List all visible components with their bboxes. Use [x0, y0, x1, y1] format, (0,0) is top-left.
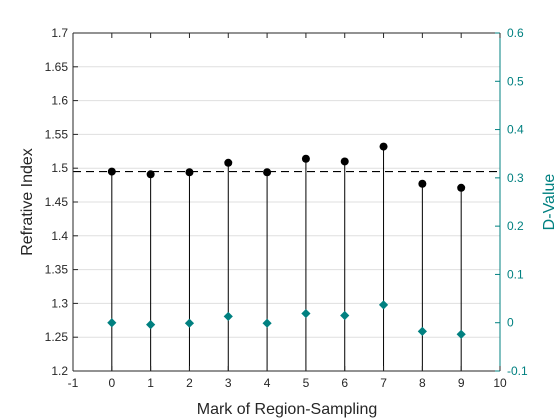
right-tick-label: 0.5	[507, 74, 524, 88]
right-tick-label: 0.1	[507, 267, 524, 281]
stems	[111, 146, 462, 371]
x-tick-label: -1	[68, 376, 79, 390]
left-tick-label: 1.65	[45, 60, 69, 74]
y-axis-right-label: D-Value	[541, 174, 558, 231]
left-axis-ticks: 1.2 1.25 1.3 1.35 1.4 1.45 1.5 1.55 1.6 1.65 1.7	[45, 26, 78, 378]
left-tick-label: 1.35	[45, 263, 69, 277]
refractive-index-point	[146, 170, 155, 179]
left-tick-label: 1.5	[51, 161, 68, 175]
refractive-index-point	[185, 168, 194, 177]
right-tick-label: 0.4	[507, 123, 524, 137]
refractive-index-point	[263, 168, 272, 177]
x-tick-label: 3	[225, 376, 232, 390]
x-tick-label: 9	[458, 376, 465, 390]
d-value-point	[456, 329, 466, 339]
x-tick-label: 7	[380, 376, 387, 390]
d-value-point	[262, 318, 272, 328]
x-tick-label: 8	[419, 376, 426, 390]
x-axis-ticks: -1 0 1 2 3 4 5 6 7 8 9 10	[68, 33, 507, 390]
right-axis-ticks: -0.1 0 0.1 0.2 0.3 0.4 0.5 0.6	[495, 26, 528, 378]
refractive-index-point	[107, 167, 116, 176]
x-tick-label: 10	[493, 376, 507, 390]
x-tick-label: 2	[186, 376, 193, 390]
d-value-point	[146, 320, 156, 330]
d-value-point	[301, 308, 311, 319]
left-tick-label: 1.2	[51, 364, 68, 378]
x-tick-label: 4	[264, 376, 271, 390]
d-value-point	[107, 318, 117, 328]
d-value-point	[340, 310, 350, 321]
refractive-index-point	[301, 154, 310, 163]
d-value-point	[378, 300, 389, 310]
right-tick-label: 0	[507, 316, 514, 330]
left-tick-label: 1.6	[51, 94, 68, 108]
grid-lines	[73, 32, 500, 372]
refractive-index-point	[418, 179, 427, 188]
x-axis-label: Mark of Region-Sampling	[197, 401, 378, 418]
left-tick-label: 1.45	[45, 195, 69, 209]
d-value-point	[223, 311, 233, 322]
d-value-markers	[107, 300, 466, 339]
left-tick-label: 1.4	[51, 229, 68, 243]
right-tick-label: -0.1	[507, 364, 528, 378]
left-tick-label: 1.7	[51, 26, 68, 40]
x-tick-label: 0	[108, 376, 115, 390]
d-value-point	[417, 326, 427, 337]
x-tick-label: 6	[341, 376, 348, 390]
refractive-index-point	[224, 158, 233, 167]
d-value-point	[184, 318, 195, 328]
right-tick-label: 0.2	[507, 219, 524, 233]
right-tick-label: 0.6	[507, 26, 524, 40]
left-tick-label: 1.55	[45, 127, 69, 141]
y-axis-left-label: Refrative Index	[19, 148, 36, 256]
x-tick-label: 1	[147, 376, 154, 390]
left-tick-label: 1.25	[45, 330, 69, 344]
refractive-index-point	[457, 183, 466, 192]
left-tick-label: 1.3	[51, 296, 68, 310]
x-tick-label: 5	[303, 376, 310, 390]
refractive-index-markers	[107, 142, 466, 192]
refractive-index-point	[379, 142, 388, 151]
refractive-index-point	[340, 157, 349, 166]
right-tick-label: 0.3	[507, 171, 524, 185]
